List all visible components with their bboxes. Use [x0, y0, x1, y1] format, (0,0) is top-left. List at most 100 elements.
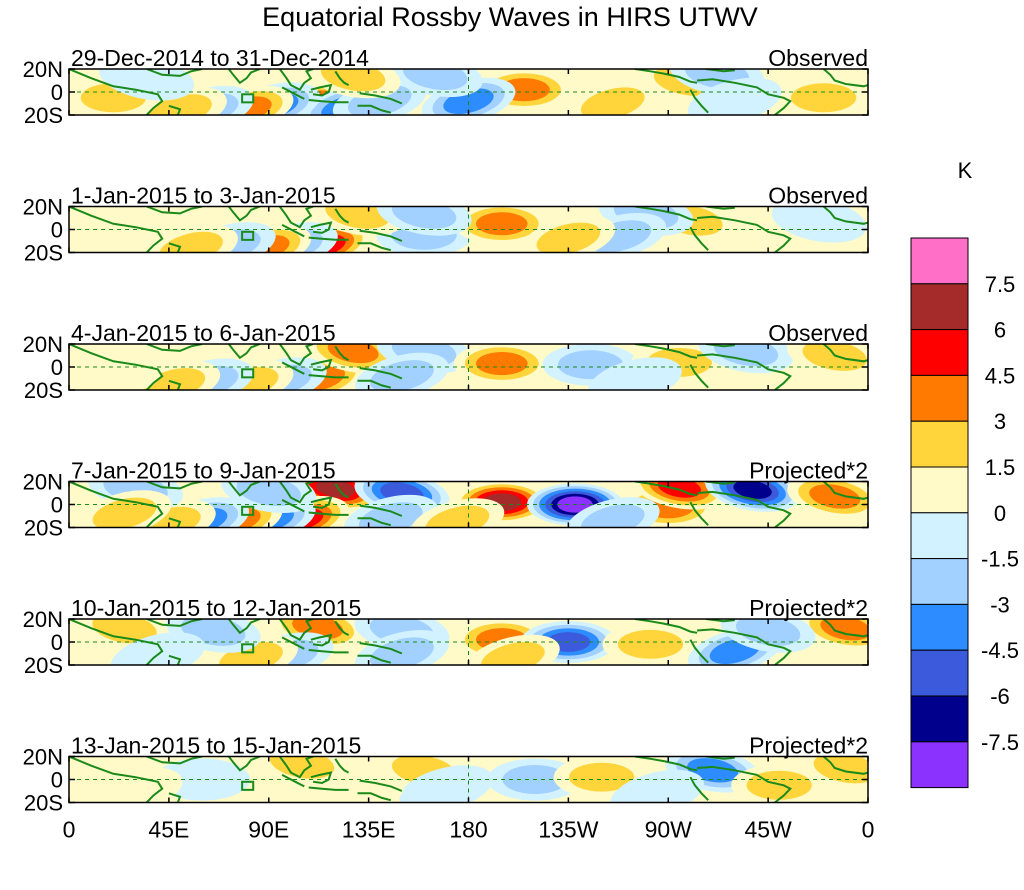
contour-level — [358, 502, 423, 528]
coastline — [308, 511, 349, 516]
anomaly-blob — [310, 206, 405, 236]
coastline — [310, 633, 333, 647]
x-tick-label: 0 — [862, 817, 875, 843]
anomaly-blob — [771, 206, 867, 243]
coastline — [359, 504, 403, 517]
contour-level — [69, 351, 162, 390]
colorbar-swatch — [910, 283, 969, 331]
coastline — [310, 221, 333, 234]
panel-kind-label: Observed — [768, 320, 868, 346]
x-tick-label: 135W — [538, 817, 598, 843]
coastline — [634, 619, 698, 634]
anomaly-blob — [466, 634, 560, 665]
coastline — [697, 215, 792, 253]
contour-level — [76, 206, 173, 249]
y-tick-label: 20S — [24, 791, 63, 816]
coastline — [310, 358, 333, 372]
anomaly-blob — [698, 344, 794, 374]
colorbar-level-label: 3 — [994, 409, 1006, 434]
coastline — [705, 756, 735, 760]
y-tick-label: 20N — [23, 745, 63, 770]
anomaly-blob — [221, 481, 317, 513]
contour-level — [771, 206, 867, 243]
coastline — [822, 481, 868, 500]
y-tick-label: 20N — [23, 470, 63, 495]
contour-level — [269, 756, 335, 779]
contour-level — [813, 756, 868, 784]
region-box — [241, 643, 255, 654]
coastline — [281, 774, 305, 788]
anomaly-blob — [69, 351, 162, 390]
coastline — [228, 69, 261, 85]
contour-level — [820, 619, 868, 641]
coastline — [689, 501, 709, 526]
anomaly-blob — [602, 623, 699, 665]
coastline — [689, 226, 709, 251]
contour-level — [399, 765, 494, 803]
coastline — [697, 490, 792, 528]
coastline — [822, 619, 868, 638]
contour-level — [735, 619, 801, 646]
anomaly-blob — [687, 77, 782, 115]
anomaly-blob — [610, 769, 705, 803]
coastline — [228, 344, 261, 360]
region-box — [241, 505, 255, 516]
coastline — [705, 481, 735, 485]
contour-level — [236, 481, 301, 507]
y-tick-label: 0 — [51, 218, 63, 243]
contour-level — [588, 357, 682, 390]
coastline — [146, 206, 203, 215]
colorbar-level-label: 7.5 — [985, 272, 1016, 297]
y-tick-label: 20N — [23, 57, 63, 82]
coastline — [689, 639, 709, 664]
coastline — [334, 70, 350, 86]
y-tick-label: 0 — [51, 493, 63, 518]
contour-level — [370, 360, 434, 390]
coastline — [168, 654, 182, 665]
chart-title: Equatorial Rossby Waves in HIRS UTWV — [262, 2, 758, 32]
panel-period-label: 4-Jan-2015 to 6-Jan-2015 — [71, 320, 336, 346]
y-tick-label: 20S — [24, 378, 63, 403]
colorbar-swatch — [910, 466, 969, 514]
y-tick-label: 0 — [51, 355, 63, 380]
region-box — [241, 368, 255, 379]
anomaly-blob — [76, 206, 173, 249]
y-tick-label: 20S — [24, 653, 63, 678]
panel-kind-label: Projected*2 — [749, 595, 868, 621]
contour-level — [391, 206, 457, 229]
contour-level — [327, 344, 379, 364]
contour-level — [569, 762, 635, 792]
coastline — [281, 636, 305, 650]
coastline — [359, 642, 403, 655]
anomaly-blob — [453, 344, 550, 385]
coastline — [705, 69, 735, 73]
coastline — [168, 517, 182, 528]
colorbar-level-label: 6 — [994, 318, 1006, 343]
region-box — [241, 780, 255, 791]
colorbar-swatch — [910, 558, 969, 605]
coastline — [69, 481, 164, 528]
coastline-layer — [69, 69, 868, 115]
coastline — [697, 765, 792, 803]
coastline — [308, 786, 349, 791]
coastline — [357, 654, 392, 664]
coastline — [822, 206, 868, 225]
coastline — [697, 78, 792, 115]
anomaly-blob — [410, 498, 505, 528]
anomaly-blob — [355, 352, 449, 390]
coastline — [334, 208, 350, 224]
x-tick-label: 180 — [449, 817, 487, 843]
coastline — [359, 367, 403, 380]
coastline — [69, 206, 164, 253]
colorbar-swatch — [910, 237, 969, 285]
colorbar-level-label: 1.5 — [985, 455, 1016, 480]
coastline-layer — [69, 206, 868, 253]
panel-period-label: 13-Jan-2015 to 15-Jan-2015 — [71, 733, 361, 759]
coastline — [168, 104, 182, 115]
contour-level — [316, 481, 355, 498]
colorbar-level-label: 0 — [994, 501, 1006, 526]
